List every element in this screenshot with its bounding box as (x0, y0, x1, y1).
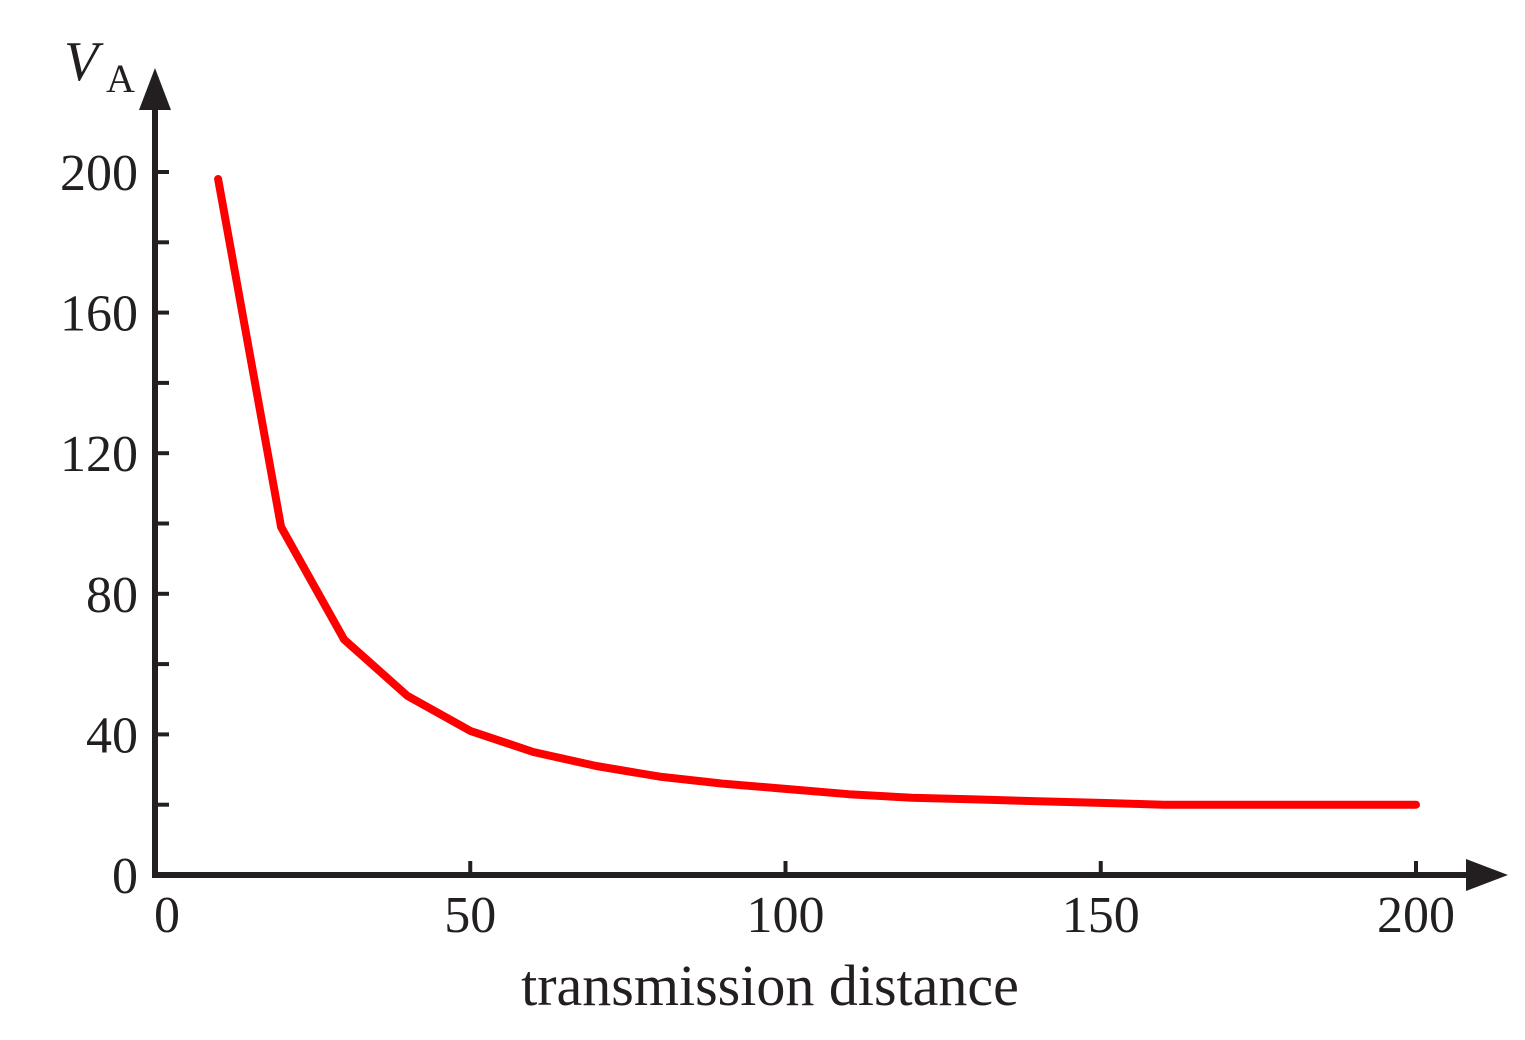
y-tick-label-40: 40 (86, 707, 138, 764)
data-point-0-4 (468, 728, 473, 733)
y-axis-label-subscript: A (106, 56, 135, 101)
ticks (155, 170, 1418, 875)
x-tick-label-150: 150 (1062, 887, 1140, 944)
data-point-0-18 (1351, 802, 1355, 807)
series-layer (214, 175, 1420, 809)
y-tick-label-120: 120 (60, 426, 138, 483)
y-tick-label-160: 160 (60, 286, 138, 343)
data-point-0-3 (405, 693, 410, 698)
tick-labels: 0 40 80 120 160 200 0 50 100 150 200 (60, 145, 1455, 944)
x-tick-label-200: 200 (1377, 887, 1455, 944)
y-tick-label-200: 200 (60, 145, 138, 202)
data-point-0-19 (1414, 802, 1418, 807)
x-axis-label: transmission distance (521, 953, 1019, 1018)
data-point-0-15 (1161, 802, 1166, 807)
data-point-0-17 (1287, 802, 1292, 807)
x-tick-label-0: 0 (154, 887, 180, 944)
data-point-0-2 (342, 637, 347, 642)
series-line-0 (214, 175, 1420, 809)
data-point-0-12 (972, 797, 977, 802)
y-tick-label-0: 0 (112, 848, 138, 905)
data-point-0-7 (657, 774, 662, 779)
x-tick-label-50: 50 (444, 887, 496, 944)
data-point-0-1 (279, 525, 284, 529)
x-tick-label-100: 100 (747, 887, 825, 944)
data-point-0-8 (720, 781, 725, 786)
axes (139, 68, 1508, 891)
data-point-0-0 (216, 177, 221, 181)
data-point-0-9 (783, 786, 788, 791)
data-point-0-16 (1224, 802, 1229, 807)
data-point-0-14 (1098, 800, 1103, 805)
data-point-0-5 (531, 750, 536, 754)
data-point-0-11 (909, 795, 914, 800)
y-tick-label-80: 80 (86, 567, 138, 624)
x-axis-arrow (1466, 859, 1508, 891)
data-point-0-13 (1035, 799, 1040, 804)
data-point-0-10 (846, 792, 851, 797)
y-axis-label-symbol: V (64, 31, 104, 93)
data-point-0-6 (594, 764, 599, 768)
y-axis-arrow (139, 68, 171, 110)
